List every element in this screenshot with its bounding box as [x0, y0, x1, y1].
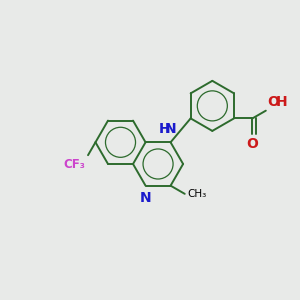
Text: CF₃: CF₃ — [64, 158, 86, 171]
Text: N: N — [164, 122, 176, 136]
Text: O: O — [267, 95, 279, 109]
Text: H: H — [159, 122, 170, 136]
Text: N: N — [140, 191, 152, 205]
Text: H: H — [275, 95, 287, 109]
Text: CH₃: CH₃ — [187, 189, 206, 199]
Text: O: O — [247, 137, 258, 152]
